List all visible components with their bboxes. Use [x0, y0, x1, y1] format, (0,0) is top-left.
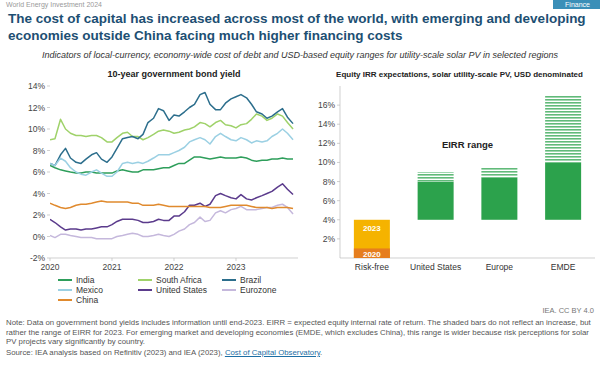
- y-tick: [47, 86, 50, 87]
- y-tick-label: 12%: [318, 138, 335, 148]
- legend-label: Mexico: [76, 285, 103, 295]
- x-tick-label: 2021: [103, 262, 122, 272]
- y-tick: [47, 215, 50, 216]
- bar-series-label: 2020: [363, 250, 381, 259]
- bar-labels: 2023 2020 EIRR range: [363, 139, 493, 258]
- x-tick-label: United States: [410, 262, 461, 272]
- legend-swatch: [138, 289, 152, 291]
- y-tick-label: 16%: [318, 100, 335, 110]
- y-tick: [337, 181, 340, 182]
- chart-title: Equity IRR expectations, solar utility-s…: [336, 70, 583, 79]
- y-tick: [337, 124, 340, 125]
- y-tick-label: 8%: [323, 177, 336, 187]
- range-bar: [481, 178, 517, 220]
- x-tick-label: 2023: [227, 262, 246, 272]
- bar: [354, 248, 390, 258]
- y-tick: [337, 219, 340, 220]
- y-tick: [337, 105, 340, 106]
- legend-label: China: [76, 295, 98, 305]
- chart-title: 10-year government bond yield: [107, 69, 240, 79]
- y-tick: [337, 200, 340, 201]
- section-tab: Finance: [553, 0, 600, 9]
- y-tick-label: 14%: [318, 119, 335, 129]
- source-link[interactable]: Cost of Capital Observatory: [225, 348, 320, 357]
- y-tick-label: 10%: [28, 124, 45, 134]
- bar: [354, 220, 390, 258]
- legend-label: United States: [156, 285, 207, 295]
- x-tick: [50, 258, 51, 261]
- range-bar: [418, 182, 454, 220]
- page: IEA. CC BY 4.0 10-year government bond yi…: [0, 0, 600, 372]
- x-tick-label: Europe: [486, 262, 514, 272]
- bar-series-label: 2023: [363, 224, 381, 233]
- credit: IEA. CC BY 4.0: [542, 306, 594, 315]
- subtitle: Indicators of local-currency, economy-wi…: [0, 50, 600, 60]
- y-tick-label: 2%: [323, 234, 336, 244]
- legend-label: Eurozone: [240, 285, 277, 295]
- legend-label: South Africa: [156, 275, 202, 285]
- range-bar-2023: [481, 167, 517, 178]
- legend-swatch: [58, 299, 72, 301]
- y-tick-label: 4%: [323, 215, 336, 225]
- y-tick: [47, 258, 50, 259]
- legend-label: India: [76, 275, 95, 285]
- y-axis-line: [340, 86, 341, 258]
- note: Note: Data on government bond yields inc…: [6, 318, 594, 347]
- eirr-chart: Equity IRR expectations, solar utility-s…: [318, 70, 595, 272]
- series-line: [50, 92, 293, 165]
- source-end: .: [320, 348, 322, 357]
- legend-label: Brazil: [240, 275, 261, 285]
- source-text: Source: IEA analysis based on Refinitiv …: [6, 348, 225, 357]
- lines: [50, 92, 293, 238]
- x-tick: [112, 258, 113, 261]
- series-line: [50, 201, 293, 209]
- y-tick-label: 8%: [33, 146, 46, 156]
- legend-swatch: [58, 289, 72, 291]
- y-tick-label: 14%: [28, 81, 45, 91]
- y-tick-label: 12%: [28, 103, 45, 113]
- range-bar-2023: [418, 172, 454, 182]
- y-tick: [337, 238, 340, 239]
- x-tick-label: 2022: [165, 262, 184, 272]
- y-tick: [47, 193, 50, 194]
- y-tick-label: 6%: [33, 167, 46, 177]
- y-tick: [47, 172, 50, 173]
- legend: India South Africa Brazil Mexico United Stat…: [58, 275, 277, 305]
- y-tick: [337, 143, 340, 144]
- x-tick-label: 2020: [41, 262, 60, 272]
- title: The cost of capital has increased across…: [8, 10, 598, 44]
- series-line: [50, 129, 293, 176]
- y-tick-label: 2%: [33, 210, 46, 220]
- legend-swatch: [138, 279, 152, 281]
- x-tick: [236, 258, 237, 261]
- x-tick-label: Risk-free: [355, 262, 389, 272]
- x-tick-label: EMDE: [551, 262, 576, 272]
- legend-swatch: [222, 279, 236, 281]
- bond-yield-chart: 10-year government bond yield-2%0%2%4%6%…: [28, 69, 298, 305]
- y-tick-label: 10%: [318, 157, 335, 167]
- y-tick: [47, 150, 50, 151]
- y-tick-label: 0%: [33, 232, 46, 242]
- series-line: [50, 204, 293, 238]
- range-bar: [545, 162, 581, 219]
- y-tick: [337, 162, 340, 163]
- range-bar-2023: [545, 96, 581, 163]
- y-tick-label: 4%: [33, 189, 46, 199]
- y-tick-label: 6%: [323, 196, 336, 206]
- y-tick: [47, 236, 50, 237]
- report-name: World Energy Investment 2024: [6, 1, 102, 8]
- series-line: [50, 184, 293, 230]
- legend-swatch: [222, 289, 236, 291]
- source: Source: IEA analysis based on Refinitiv …: [6, 348, 594, 358]
- y-tick: [47, 129, 50, 130]
- legend-swatch: [58, 279, 72, 281]
- range-label: EIRR range: [442, 139, 493, 150]
- bars: [354, 96, 581, 258]
- y-tick: [47, 107, 50, 108]
- x-tick: [174, 258, 175, 261]
